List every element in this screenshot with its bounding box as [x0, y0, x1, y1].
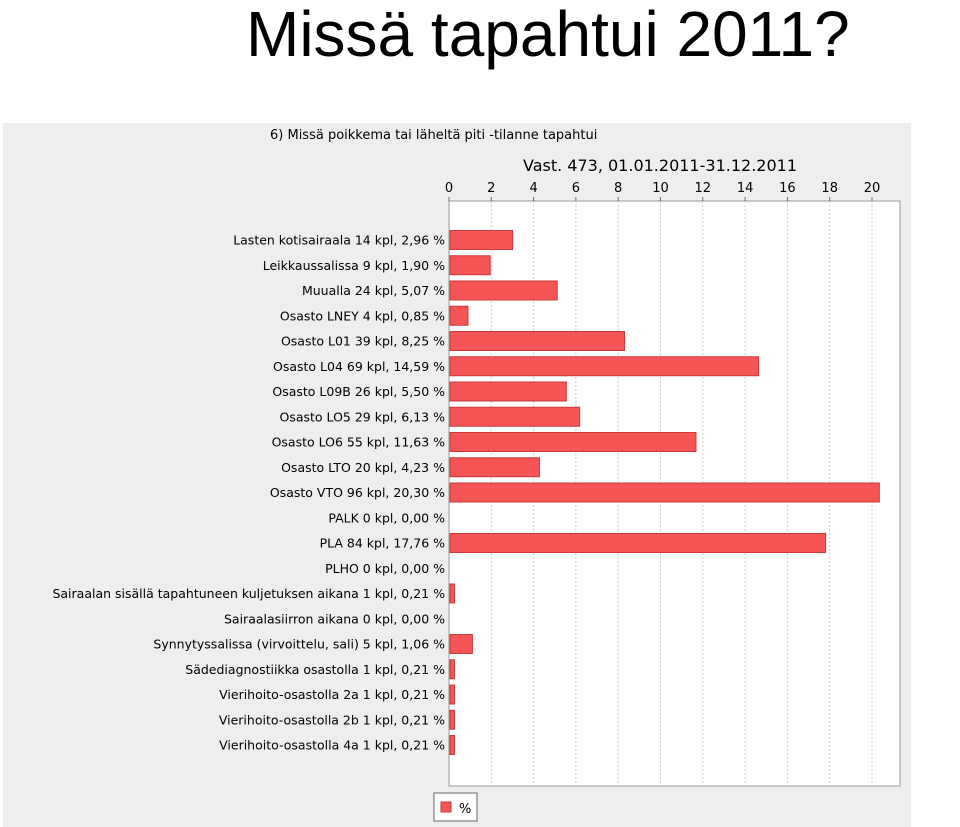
legend: %	[433, 792, 478, 822]
bar	[449, 432, 697, 452]
category-label: Synnytyssalissa (virvoittelu, sali) 5 kp…	[153, 637, 445, 652]
category-label: Osasto LO5 29 kpl, 6,13 %	[280, 409, 446, 424]
x-tick-label: 8	[614, 181, 622, 196]
category-label: PLA 84 kpl, 17,76 %	[320, 536, 446, 551]
x-tick-label: 6	[572, 181, 580, 196]
category-label: Osasto LO6 55 kpl, 11,63 %	[272, 435, 446, 450]
x-tick-label: 16	[779, 181, 796, 196]
chart-title: 6) Missä poikkema tai läheltä piti -tila…	[270, 128, 597, 143]
x-tick-label: 14	[737, 181, 754, 196]
bar	[449, 482, 880, 503]
bar	[449, 735, 455, 755]
bar	[449, 230, 514, 250]
category-label: Sädediagnostiikka osastolla 1 kpl, 0,21 …	[185, 662, 445, 677]
category-label: Osasto L09B 26 kpl, 5,50 %	[272, 384, 445, 399]
category-label: Vierihoito-osastolla 2b 1 kpl, 0,21 %	[219, 712, 445, 727]
x-tick-label: 12	[695, 181, 712, 196]
x-tick-label: 20	[864, 181, 881, 196]
x-tick-label: 2	[487, 181, 495, 196]
bar	[449, 684, 455, 705]
category-label: Osasto VTO 96 kpl, 20,30 %	[270, 485, 445, 500]
bar	[449, 634, 473, 654]
bar	[449, 533, 827, 553]
bar	[449, 659, 455, 680]
category-label: Osasto LTO 20 kpl, 4,23 %	[281, 460, 445, 475]
chart-panel: 6) Missä poikkema tai läheltä piti -tila…	[3, 123, 911, 827]
x-tick-label: 18	[821, 181, 838, 196]
bar	[449, 709, 455, 730]
x-tick-label: 0	[445, 181, 453, 196]
category-label: Osasto LNEY 4 kpl, 0,85 %	[280, 308, 445, 323]
category-label: Sairaalan sisällä tapahtuneen kuljetukse…	[52, 586, 445, 601]
category-label: PLHO 0 kpl, 0,00 %	[325, 561, 445, 576]
x-axis-ticks: 0 2 4 6 8 10 12 14 16 18 20	[445, 181, 880, 201]
slide-title: Missä tapahtui 2011?	[246, 0, 850, 70]
category-label: Sairaalasiirron aikana 0 kpl, 0,00 %	[224, 611, 445, 626]
category-label: Vierihoito-osastolla 4a 1 kpl, 0,21 %	[219, 738, 445, 753]
bar	[449, 305, 469, 326]
bar	[449, 583, 455, 604]
bar	[449, 381, 567, 402]
category-label: Muualla 24 kpl, 5,07 %	[302, 283, 445, 298]
bar	[449, 280, 558, 301]
bar	[449, 406, 581, 427]
bar	[449, 331, 625, 351]
category-label: Osasto L04 69 kpl, 14,59 %	[273, 359, 445, 374]
bar	[449, 255, 491, 276]
category-labels: Lasten kotisairaala 14 kpl, 2,96 % Leikka…	[52, 233, 445, 753]
legend-label: %	[459, 802, 471, 817]
category-label: Osasto L01 39 kpl, 8,25 %	[281, 334, 445, 349]
legend-swatch	[440, 801, 452, 813]
bar	[449, 356, 760, 377]
chart-subtitle: Vast. 473, 01.01.2011-31.12.2011	[523, 156, 797, 175]
category-label: Lasten kotisairaala 14 kpl, 2,96 %	[233, 233, 445, 248]
bar	[449, 457, 540, 478]
x-tick-label: 10	[652, 181, 669, 196]
category-label: PALK 0 kpl, 0,00 %	[328, 510, 445, 525]
bars	[449, 230, 880, 755]
x-tick-label: 4	[529, 181, 537, 196]
category-label: Leikkaussalissa 9 kpl, 1,90 %	[263, 258, 445, 273]
bar-chart: 6) Missä poikkema tai läheltä piti -tila…	[52, 128, 901, 822]
category-label: Vierihoito-osastolla 2a 1 kpl, 0,21 %	[219, 687, 445, 702]
